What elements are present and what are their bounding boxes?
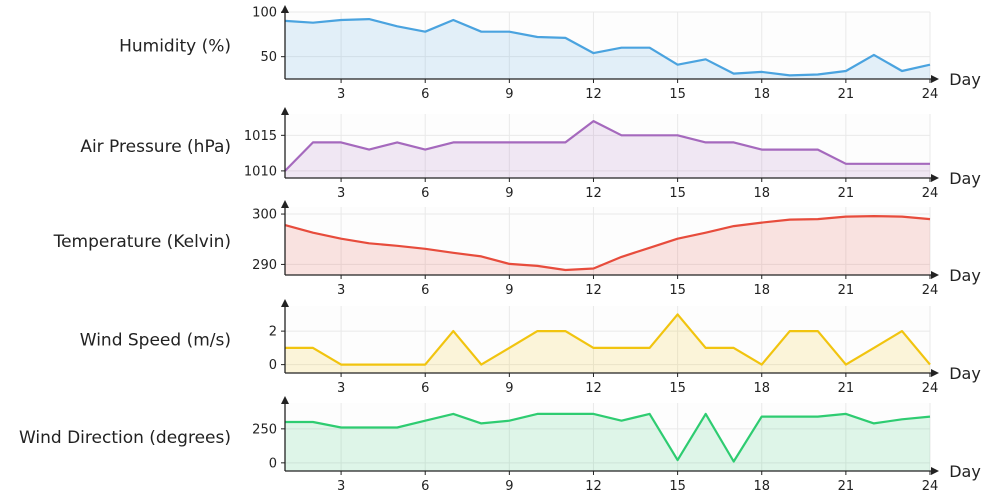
series-line	[284, 119, 930, 172]
x-tick-label: 12	[585, 283, 602, 298]
x-tick-label: 18	[753, 479, 770, 494]
series-area	[285, 314, 930, 373]
y-axis-label: Wind Speed (m/s)	[80, 331, 231, 351]
x-axis-arrow	[931, 467, 939, 475]
x-axis-label: Day	[949, 169, 981, 188]
x-tick-label: 12	[585, 87, 602, 102]
x-tick-label: 24	[922, 87, 939, 102]
series-line	[284, 215, 931, 272]
y-axis-arrow	[281, 107, 289, 115]
x-axis-label: Day	[949, 462, 981, 481]
x-tick-label: 12	[585, 381, 602, 396]
x-tick-label: 6	[421, 87, 429, 102]
x-tick-label: 21	[838, 186, 855, 201]
panel-1: 3 6 9 12 15 18 21 24 50 100 Day Humidity (%)	[119, 5, 981, 102]
x-tick-label: 15	[669, 186, 686, 201]
x-axis-arrow	[931, 75, 939, 83]
x-tick-label: 3	[337, 283, 345, 298]
y-axis-label: Temperature (Kelvin)	[53, 232, 231, 252]
x-tick-label: 12	[585, 479, 602, 494]
x-tick-label: 15	[669, 479, 686, 494]
series-line	[285, 412, 931, 463]
y-axis-label: Wind Direction (degrees)	[19, 428, 231, 448]
series-line	[284, 18, 931, 77]
y-tick-label: 100	[252, 6, 277, 21]
y-tick-label: 0	[269, 456, 277, 471]
y-tick-label: 1015	[244, 129, 277, 144]
plot-area	[285, 403, 930, 471]
y-tick-label: 0	[269, 358, 277, 373]
x-tick-label: 6	[421, 186, 429, 201]
x-tick-label: 9	[505, 479, 513, 494]
x-tick-label: 9	[505, 186, 513, 201]
y-tick-label: 2	[269, 325, 277, 340]
x-tick-label: 12	[585, 186, 602, 201]
x-tick-label: 3	[337, 479, 345, 494]
panel-2: 3 6 9 12 15 18 21 24 1010 1015 Day Air Pressure (hP…	[80, 107, 981, 201]
x-tick-label: 3	[337, 186, 345, 201]
x-tick-label: 6	[421, 381, 429, 396]
plot-area	[285, 114, 930, 178]
x-tick-label: 21	[838, 283, 855, 298]
x-tick-label: 6	[421, 283, 429, 298]
y-tick-label: 50	[260, 50, 277, 65]
series-area	[285, 413, 930, 471]
plot-area	[285, 306, 930, 373]
x-tick-label: 9	[505, 283, 513, 298]
y-axis-label: Humidity (%)	[119, 37, 231, 57]
y-axis-arrow	[281, 5, 289, 13]
panel-5: 3 6 9 12 15 18 21 24 0 250 Day Wind Direction (degr…	[19, 396, 981, 494]
series-line	[285, 313, 931, 366]
series-area	[285, 19, 930, 80]
x-tick-label: 21	[838, 381, 855, 396]
x-tick-label: 18	[753, 283, 770, 298]
x-tick-label: 18	[753, 381, 770, 396]
panel-3: 3 6 9 12 15 18 21 24 290 300 Day Temperature (Kelvi…	[53, 200, 981, 298]
y-axis-label: Air Pressure (hPa)	[80, 137, 231, 157]
y-tick-label: 300	[252, 208, 277, 223]
panel-4: 3 6 9 12 15 18 21 24 0 2 Day Wind Speed (m/s)	[80, 299, 981, 396]
y-axis-arrow	[281, 200, 289, 208]
y-tick-label: 290	[252, 258, 277, 273]
x-tick-label: 24	[922, 479, 939, 494]
x-tick-label: 9	[505, 381, 513, 396]
x-tick-label: 15	[669, 381, 686, 396]
x-tick-label: 24	[922, 283, 939, 298]
y-tick-label: 250	[252, 422, 277, 437]
y-axis-arrow	[281, 299, 289, 307]
y-tick-label: 1010	[244, 164, 277, 179]
x-axis-arrow	[931, 369, 939, 377]
x-tick-label: 15	[669, 87, 686, 102]
series-area	[285, 121, 930, 178]
x-axis-label: Day	[949, 266, 981, 285]
x-tick-label: 24	[922, 186, 939, 201]
y-axis-arrow	[281, 396, 289, 404]
x-axis-arrow	[931, 271, 939, 279]
x-tick-label: 9	[505, 87, 513, 102]
x-tick-label: 6	[421, 479, 429, 494]
x-tick-label: 21	[838, 479, 855, 494]
x-axis-label: Day	[949, 70, 981, 89]
x-tick-label: 3	[337, 87, 345, 102]
x-tick-label: 18	[753, 87, 770, 102]
x-axis-label: Day	[949, 364, 981, 383]
series-area	[285, 216, 930, 275]
plot-area	[285, 12, 930, 79]
x-axis-arrow	[931, 174, 939, 182]
x-tick-label: 18	[753, 186, 770, 201]
x-tick-label: 21	[838, 87, 855, 102]
x-tick-label: 3	[337, 381, 345, 396]
x-tick-label: 24	[922, 381, 939, 396]
x-tick-label: 15	[669, 283, 686, 298]
